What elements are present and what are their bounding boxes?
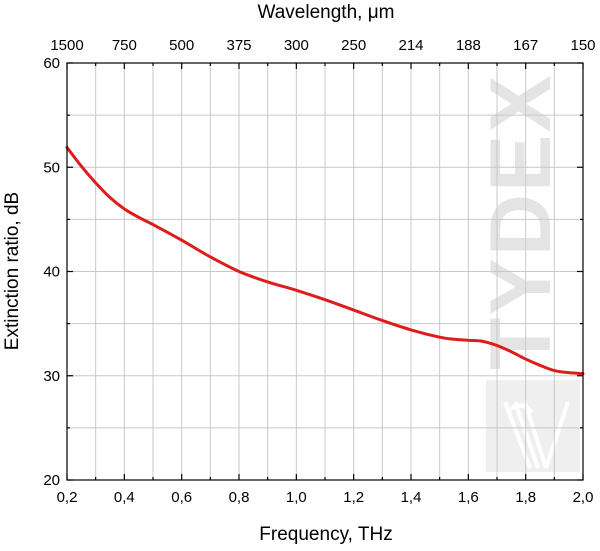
- top-tick-label: 300: [284, 37, 309, 54]
- y-tick-label: 50: [43, 159, 60, 176]
- y-tick-label: 60: [43, 55, 60, 72]
- top-axis-title: Wavelength, μm: [258, 2, 395, 23]
- x-tick-label: 0,6: [171, 489, 192, 506]
- top-tick-label: 1500: [50, 37, 83, 54]
- top-tick-label: 167: [513, 37, 538, 54]
- top-tick-label: 250: [341, 37, 366, 54]
- y-tick-label: 30: [43, 368, 60, 385]
- top-tick-label: 214: [398, 37, 423, 54]
- y-axis-title: Extinction ratio, dB: [2, 192, 23, 350]
- x-tick-label: 0,4: [114, 489, 135, 506]
- watermark-text: TYDEX: [473, 73, 569, 370]
- x-tick-label: 1,4: [401, 489, 422, 506]
- tick-labels: 0,2 0,4 0,6 0,8 1,0 1,2 1,4 1,6 1,8 2,0 1500 750 500…: [43, 37, 595, 506]
- series-line: [65, 145, 585, 376]
- x-tick-label: 1,0: [286, 489, 307, 506]
- top-tick-label: 375: [226, 37, 251, 54]
- x-tick-label: 1,8: [515, 489, 536, 506]
- x-tick-label: 2,0: [573, 489, 594, 506]
- top-tick-label: 500: [169, 37, 194, 54]
- x-tick-label: 1,2: [343, 489, 364, 506]
- watermark-logo: TYDEX: [473, 73, 580, 472]
- x-axis-title: Frequency, THz: [259, 524, 392, 545]
- y-tick-label: 40: [43, 264, 60, 281]
- top-tick-label: 750: [112, 37, 137, 54]
- plot-frame: [66, 62, 584, 481]
- top-tick-label: 150: [570, 37, 595, 54]
- x-tick-label: 0,8: [229, 489, 250, 506]
- y-tick-label: 20: [43, 472, 60, 489]
- top-tick-label: 188: [456, 37, 481, 54]
- series-group: [65, 145, 585, 376]
- x-tick-label: 0,2: [57, 489, 78, 506]
- x-tick-label: 1,6: [458, 489, 479, 506]
